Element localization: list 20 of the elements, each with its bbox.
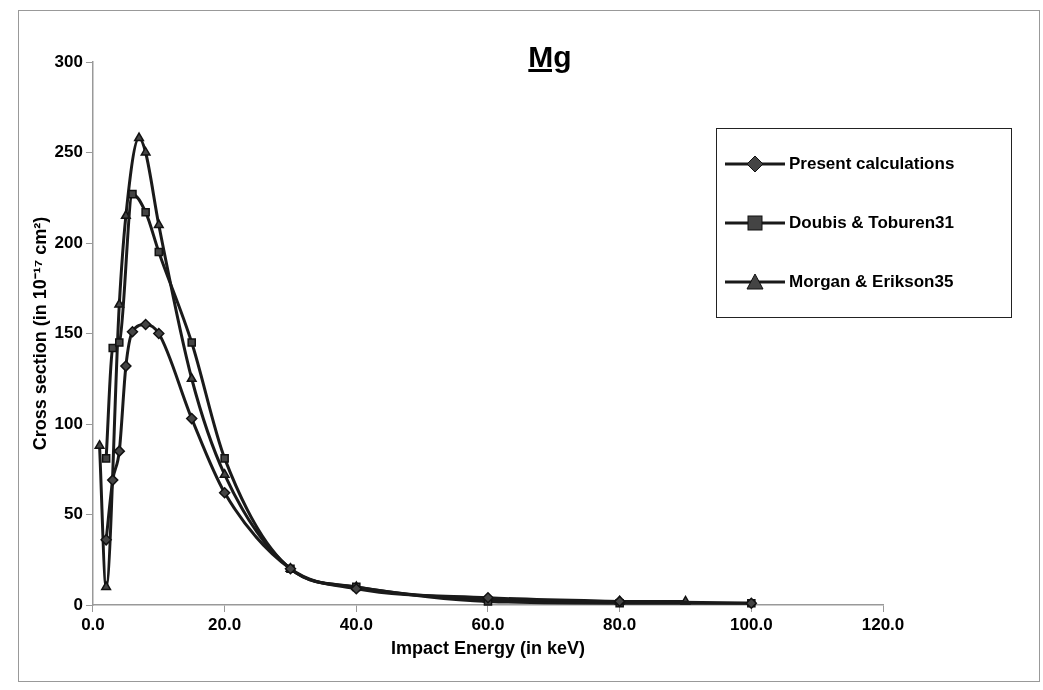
x-tick-label: 80.0 [603, 614, 637, 634]
legend-label: Present calculations [789, 154, 955, 175]
y-tick-label: 150 [54, 323, 83, 343]
y-tick-label: 50 [64, 504, 83, 524]
y-axis-title: Cross section (in 10⁻¹⁷ cm²) [29, 216, 50, 451]
x-tick-label: 0.0 [81, 614, 105, 634]
y-tick-label: 300 [54, 51, 83, 71]
legend-label: Morgan & Erikson35 [789, 271, 954, 292]
y-tick-label: 0 [73, 594, 83, 614]
y-tick-label: 250 [54, 142, 83, 162]
x-tick-label: 40.0 [339, 614, 373, 634]
chart-title: Mg [527, 40, 573, 74]
x-tick-label: 100.0 [730, 614, 773, 634]
y-tick-label: 200 [54, 232, 83, 252]
x-tick-label: 120.0 [861, 614, 905, 634]
x-axis-title: Impact Energy (in keV) [390, 638, 586, 659]
legend-label: Doubis & Toburen31 [789, 212, 954, 233]
y-tick-label: 100 [54, 413, 83, 433]
x-tick-label: 60.0 [471, 614, 505, 634]
x-tick-label: 20.0 [208, 614, 242, 634]
